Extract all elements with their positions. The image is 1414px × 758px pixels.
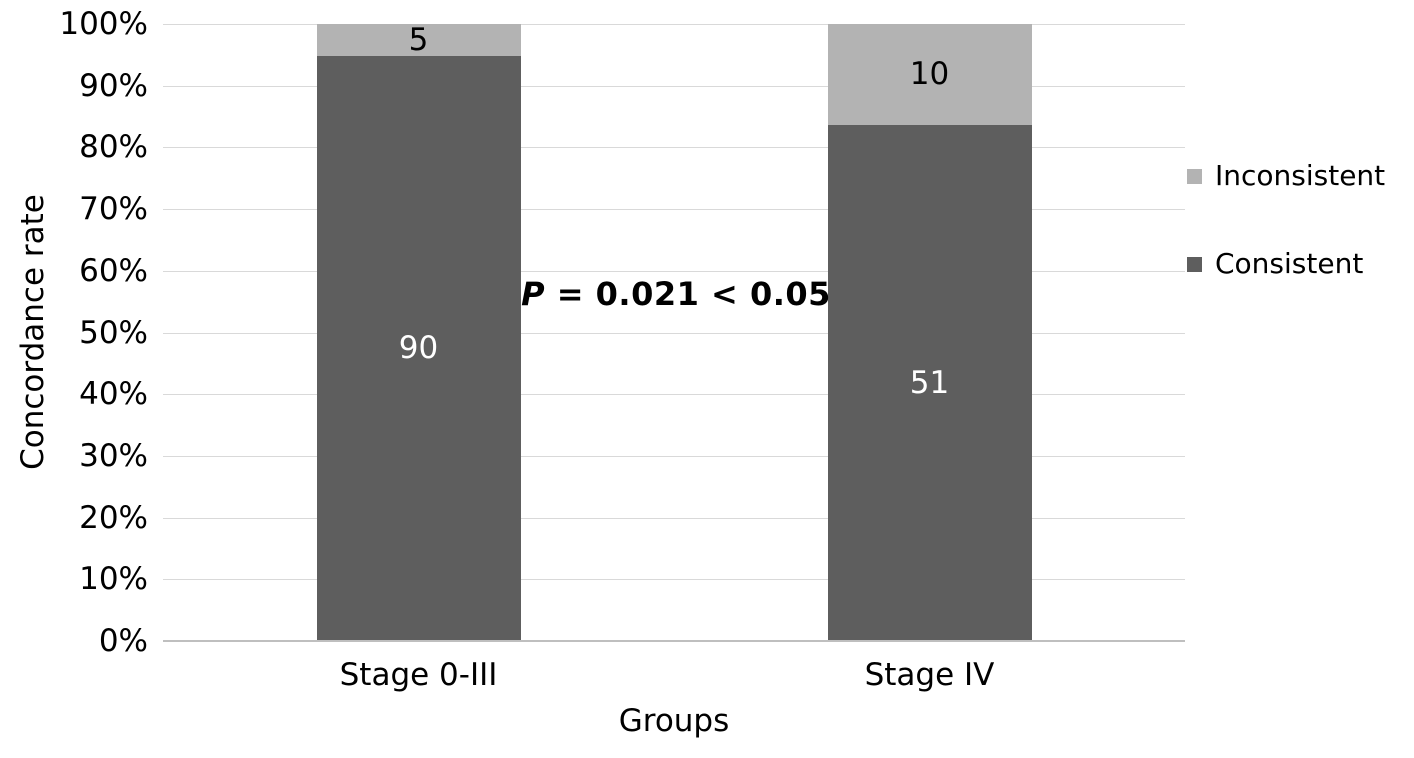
legend-item-consistent: Consistent [1187, 249, 1363, 279]
p-value-text: = 0.021 < 0.05 [545, 275, 831, 313]
gridline-20pct [163, 517, 1185, 519]
p-value-annotation: P = 0.021 < 0.05 [521, 275, 831, 313]
gridline-30pct [163, 455, 1185, 457]
gridline-80pct [163, 147, 1185, 149]
legend-label: Consistent [1215, 247, 1364, 280]
legend-swatch-inconsistent [1187, 168, 1202, 184]
bar-segment-inconsistent-2: 10 [827, 24, 1032, 126]
y-tick-label-30pct: 30% [79, 437, 148, 474]
legend-label: Inconsistent [1215, 159, 1386, 192]
gridline-70pct [163, 209, 1185, 211]
gridline-90pct [163, 85, 1185, 87]
x-axis-line [163, 640, 1185, 642]
bar-data-label: 5 [408, 21, 429, 58]
y-tick-label-10pct: 10% [79, 561, 148, 598]
gridline-50pct [163, 332, 1185, 334]
y-tick-label-40pct: 40% [79, 376, 148, 413]
x-category-label-2: Stage IV [864, 657, 995, 693]
y-tick-label-20pct: 20% [79, 499, 148, 536]
y-tick-label-100pct: 100% [59, 6, 148, 42]
x-axis-title: Groups [618, 703, 730, 739]
bar-segment-consistent-1: 90 [316, 56, 521, 641]
y-tick-label-90pct: 90% [79, 67, 148, 104]
gridline-100pct [163, 24, 1185, 25]
gridline-60pct [163, 270, 1185, 272]
bar-data-label: 51 [909, 364, 950, 401]
p-symbol: P [521, 275, 546, 313]
y-tick-label-50pct: 50% [79, 314, 148, 351]
y-axis-title: Concordance rate [15, 194, 51, 470]
gridline-10pct [163, 579, 1185, 581]
legend-swatch-consistent [1187, 256, 1202, 272]
y-tick-label-80pct: 80% [79, 129, 148, 166]
x-category-label-1: Stage 0-III [339, 657, 498, 693]
bar-segment-inconsistent-1: 5 [316, 21, 521, 58]
y-tick-label-70pct: 70% [79, 191, 148, 228]
legend-item-inconsistent: Inconsistent [1187, 161, 1385, 191]
gridline-40pct [163, 394, 1185, 396]
bar-data-label: 90 [398, 330, 439, 367]
y-tick-label-60pct: 60% [79, 252, 148, 289]
bar-segment-consistent-2: 51 [827, 125, 1032, 641]
y-tick-label-0pct: 0% [98, 623, 148, 659]
bar-data-label: 10 [909, 56, 950, 93]
